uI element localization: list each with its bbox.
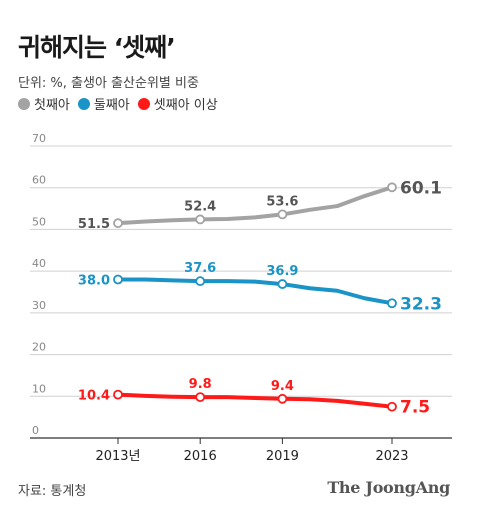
x-tick-label: 2016	[184, 449, 217, 464]
data-label-final: 7.5	[400, 398, 430, 418]
y-tick-label: 10	[32, 382, 46, 395]
legend-item-third: 셋째아 이상	[137, 94, 218, 113]
legend-marker-second	[77, 97, 90, 110]
chart-title: 귀해지는 ‘셋째’	[18, 33, 176, 62]
data-point-marker	[195, 276, 206, 287]
legend-item-first: 첫째아	[18, 94, 70, 113]
data-point-marker	[195, 392, 206, 403]
data-point-marker	[277, 209, 288, 220]
data-point-marker	[113, 274, 123, 285]
series-line-2	[116, 392, 394, 409]
data-label: 51.5	[78, 217, 110, 232]
series-layer	[113, 182, 397, 412]
data-label: 52.4	[184, 199, 216, 214]
legend-item-second: 둘째아	[77, 94, 130, 113]
y-tick-label: 30	[32, 299, 46, 312]
data-label: 37.6	[184, 261, 216, 276]
legend: 첫째아 둘째아 셋째아 이상	[18, 94, 226, 113]
data-label: 9.8	[189, 377, 212, 392]
y-tick-label: 50	[32, 215, 46, 228]
axis-layer: 0 10 20 30 40 50 60 70 2013년 2016 2019 2023	[32, 132, 409, 464]
y-tick-label: 20	[32, 341, 46, 354]
series-line-0	[116, 185, 394, 226]
data-point-marker	[113, 389, 123, 400]
data-label: 36.9	[266, 264, 298, 279]
chart-subtitle: 단위: %, 출생아 출산순위별 비중	[18, 76, 199, 91]
data-point-marker	[387, 182, 397, 193]
legend-marker-first	[18, 97, 30, 110]
data-point-marker	[277, 279, 288, 289]
data-point-marker	[195, 214, 206, 225]
legend-label-second: 둘째아	[93, 98, 130, 113]
y-tick-label: 60	[32, 174, 46, 187]
y-tick-label: 40	[32, 257, 46, 270]
y-tick-label: 70	[32, 132, 46, 145]
brand-logo: The JoongAng	[327, 478, 450, 497]
legend-label-third: 셋째아 이상	[153, 98, 218, 113]
x-tick-label: 2023	[375, 449, 408, 464]
data-point-marker	[113, 218, 123, 229]
label-layer: 51.5 52.4 53.6 60.1 38.0 37.6 36.9 32.3 10.4 9.8 9…	[78, 178, 442, 417]
data-label-final: 60.1	[400, 178, 442, 198]
legend-marker-third	[137, 97, 150, 110]
y-tick-label: 0	[32, 424, 39, 437]
data-point-marker	[277, 393, 288, 404]
series-line-1	[116, 277, 394, 306]
data-point-marker	[387, 401, 397, 412]
source-note: 자료: 통계청	[18, 484, 87, 499]
data-label: 38.0	[78, 273, 110, 288]
x-tick-label: 2019	[266, 449, 299, 464]
data-label: 10.4	[78, 389, 110, 404]
data-label: 53.6	[266, 194, 298, 209]
data-label: 9.4	[271, 379, 294, 394]
x-tick-label: 2013년	[95, 449, 140, 464]
data-label-final: 32.3	[400, 294, 442, 314]
data-point-marker	[387, 298, 397, 309]
legend-label-first: 첫째아	[34, 98, 70, 113]
